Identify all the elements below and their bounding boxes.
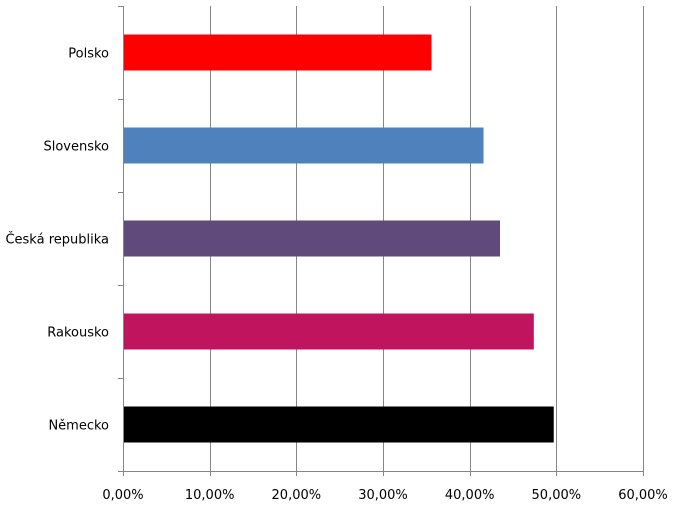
bar (123, 313, 534, 350)
x-tick-label: 20,00% (272, 488, 322, 503)
x-tick-label: 10,00% (185, 488, 235, 503)
bar (123, 127, 484, 164)
x-tick-label: 30,00% (358, 488, 408, 503)
x-tick-labels: 0,00% 10,00% 20,00% 30,00% 40,00% 50,00% 60,00… (102, 488, 667, 503)
category-label: Polsko (68, 47, 109, 62)
category-label: Rakousko (47, 326, 109, 341)
x-tick-label: 40,00% (445, 488, 495, 503)
bar (123, 34, 432, 71)
bars (123, 34, 554, 443)
axes (118, 6, 644, 476)
x-tick-label: 0,00% (102, 488, 143, 503)
x-tick-label: 60,00% (618, 488, 668, 503)
category-label: Česká republika (5, 232, 109, 248)
category-labels: Polsko Slovensko Česká republika Rakousko Ně… (5, 47, 109, 434)
category-label: Německo (48, 419, 109, 434)
x-tick-label: 50,00% (532, 488, 582, 503)
bar (123, 220, 500, 257)
category-label: Slovensko (43, 140, 109, 155)
bar (123, 406, 554, 443)
